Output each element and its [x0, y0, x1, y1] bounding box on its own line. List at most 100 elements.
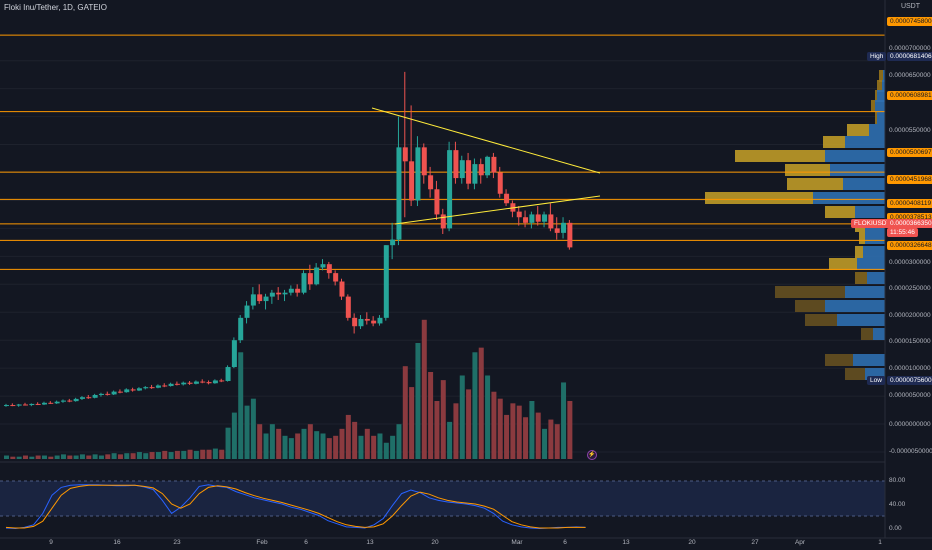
candle-body: [282, 292, 288, 295]
profile-bar-sell: [853, 354, 885, 366]
price-tick-label: 0.0000650000: [889, 72, 931, 79]
profile-bar-buy: [877, 80, 882, 92]
candle-body: [440, 214, 446, 229]
candle-body: [187, 382, 193, 384]
candle-body: [92, 394, 98, 398]
volume-bar: [434, 401, 440, 459]
profile-bar-sell: [883, 70, 885, 82]
volume-bar: [390, 435, 396, 459]
candle-body: [35, 403, 41, 405]
volume-bar: [554, 424, 560, 459]
candle-body: [421, 147, 427, 176]
profile-bar-sell: [875, 100, 885, 112]
candle-body: [263, 296, 269, 302]
volume-bar: [117, 454, 123, 459]
volume-bars: [4, 319, 573, 459]
volume-bar: [535, 412, 541, 459]
volume-bar: [238, 352, 244, 459]
volume-bar: [48, 456, 54, 459]
candle-body: [136, 388, 142, 391]
profile-bar-sell: [865, 232, 885, 244]
level-price-tag: 0.0000326648: [887, 241, 932, 250]
candle-body: [535, 214, 541, 222]
event-bolt-icon[interactable]: ⚡: [587, 450, 597, 460]
volume-bar: [155, 452, 161, 459]
time-tick-label: 6: [304, 539, 308, 546]
candle-body: [250, 294, 256, 306]
profile-bar-sell: [882, 80, 885, 92]
price-tick-label: 0.0000300000: [889, 259, 931, 266]
volume-bar: [231, 412, 237, 459]
trendline-upper: [371, 107, 601, 174]
candle-body: [193, 381, 199, 384]
profile-bar-sell: [857, 258, 885, 270]
volume-bar: [92, 454, 98, 459]
symbol-title[interactable]: Floki Inu/Tether, 1D, GATEIO: [4, 3, 107, 12]
candle-body: [86, 397, 92, 399]
candle-body: [276, 292, 282, 295]
candle-body: [314, 267, 320, 285]
volume-bar: [212, 448, 218, 459]
profile-bar-buy: [829, 258, 857, 270]
profile-bar-buy: [787, 178, 843, 190]
profile-bar-sell: [845, 136, 885, 148]
last-price-tag: 0.0000366350: [887, 219, 932, 228]
price-tick-label: 0.0000700000: [889, 45, 931, 52]
volume-bar: [193, 450, 199, 459]
candle-body: [288, 288, 294, 293]
volume-bar: [459, 375, 465, 459]
candle-body: [231, 340, 237, 368]
candle-body: [358, 318, 364, 327]
volume-bar: [10, 456, 16, 459]
profile-bar-sell: [873, 328, 885, 340]
candle-body: [295, 288, 301, 293]
candle-body: [561, 222, 567, 233]
volume-bar: [174, 450, 180, 459]
volume-bar: [250, 398, 256, 459]
price-tick-label: 0.0000100000: [889, 365, 931, 372]
volume-bar: [295, 433, 301, 459]
candlesticks: [4, 71, 573, 407]
candle-body: [98, 393, 104, 395]
profile-bar-buy: [775, 286, 845, 298]
candle-body: [307, 273, 313, 285]
profile-bar-buy: [795, 300, 825, 312]
volume-bar: [497, 398, 503, 459]
oscillator-tick-label: 80.00: [889, 477, 906, 484]
candle-body: [301, 273, 307, 293]
candle-body: [238, 317, 244, 341]
volume-bar: [504, 414, 510, 459]
volume-bar: [22, 455, 28, 459]
volume-bar: [29, 456, 35, 459]
candle-body: [73, 398, 79, 402]
volume-bar: [60, 454, 66, 459]
candle-body: [333, 273, 339, 282]
candle-body: [459, 160, 465, 179]
volume-bar: [67, 455, 73, 459]
trendline-lower: [394, 195, 601, 225]
candle-body: [10, 405, 16, 407]
volume-bar: [491, 391, 497, 459]
candle-body: [181, 382, 187, 385]
volume-bar: [143, 453, 149, 459]
profile-bar-buy: [845, 368, 865, 380]
profile-bar-buy: [879, 70, 883, 82]
volume-bar: [98, 455, 104, 459]
volume-bar: [105, 454, 111, 459]
volume-bar: [478, 347, 484, 459]
candle-body: [339, 281, 345, 297]
volume-bar: [352, 421, 358, 459]
volume-bar: [124, 453, 130, 459]
high-label: High: [867, 52, 887, 61]
time-tick-label: Mar: [511, 539, 523, 546]
profile-bar-sell: [869, 124, 885, 136]
candle-body: [143, 387, 149, 389]
volume-bar: [510, 403, 516, 459]
candle-body: [269, 292, 275, 297]
volume-bar: [269, 424, 275, 459]
low-value: 0.0000075600: [887, 376, 932, 385]
profile-bar-buy: [871, 100, 875, 112]
candle-body: [219, 380, 225, 382]
time-tick-label: 27: [751, 539, 759, 546]
